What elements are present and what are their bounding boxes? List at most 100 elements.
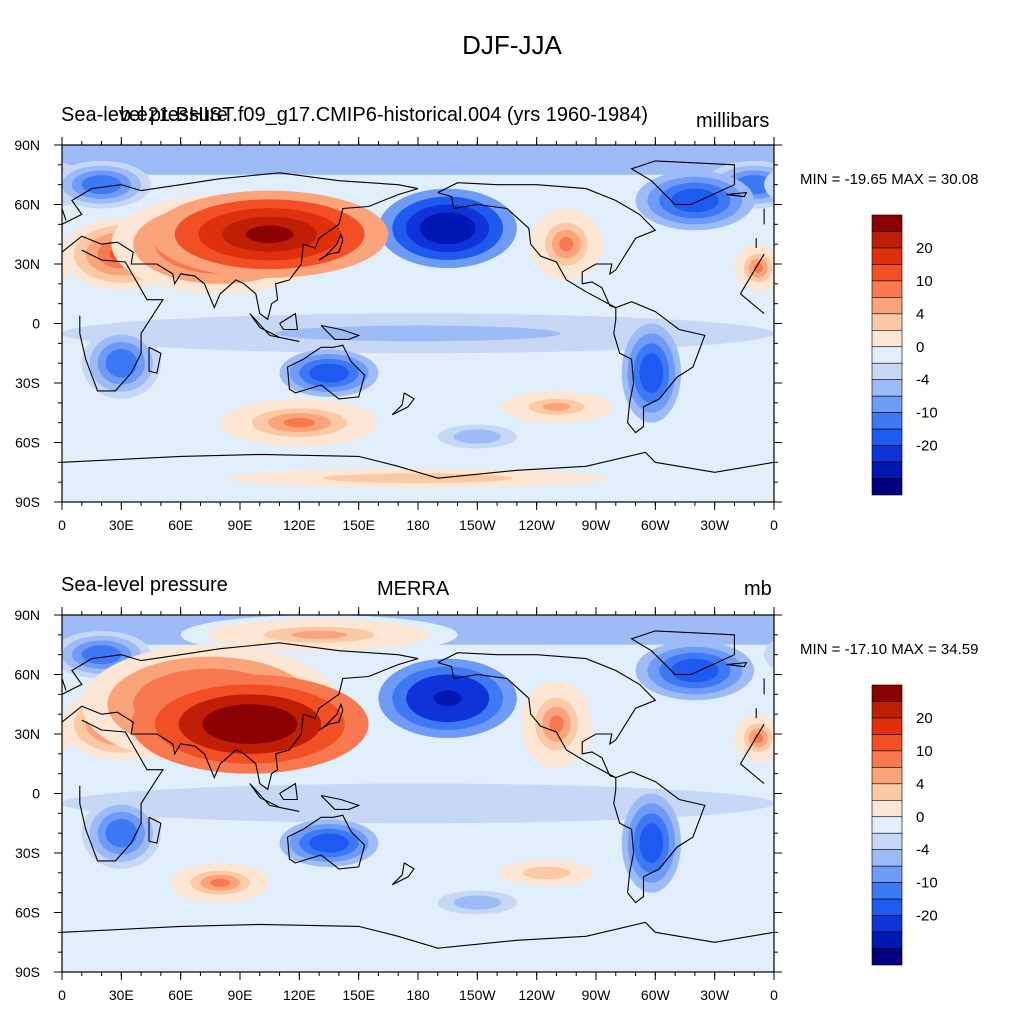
coastline bbox=[62, 921, 774, 949]
coastline bbox=[279, 312, 299, 331]
contour-region bbox=[319, 368, 339, 378]
contour-region bbox=[113, 826, 130, 841]
x-tick-label: 30W bbox=[700, 987, 730, 1003]
coastline bbox=[437, 182, 657, 309]
pressure-field bbox=[62, 615, 800, 923]
colorbar-swatch bbox=[871, 948, 903, 966]
contour-region bbox=[645, 833, 658, 853]
contour-region bbox=[645, 363, 658, 383]
x-tick-label: 90W bbox=[582, 517, 612, 533]
colorbar-swatch bbox=[871, 767, 903, 785]
x-tick-label: 150W bbox=[459, 517, 496, 533]
coastline bbox=[318, 702, 344, 731]
colorbar: 20 10 4 0 -4 -10 -20 bbox=[871, 684, 938, 966]
colorbar-label: -4 bbox=[916, 842, 929, 859]
coastline bbox=[391, 862, 415, 886]
colorbar-swatch bbox=[871, 280, 903, 298]
contour-region bbox=[753, 263, 763, 273]
x-tick-label: 150W bbox=[459, 987, 496, 1003]
colorbar-swatch bbox=[871, 734, 903, 752]
colorbar-swatch bbox=[871, 816, 903, 834]
contour-region bbox=[433, 690, 462, 707]
x-tick-label: 0 bbox=[770, 987, 778, 1003]
colorbar-swatch bbox=[871, 428, 903, 446]
coastline bbox=[726, 661, 748, 668]
x-tick-label: 0 bbox=[770, 517, 778, 533]
coastline bbox=[62, 642, 419, 791]
pressure-field bbox=[32, 145, 800, 491]
y-tick-label: 0 bbox=[32, 316, 40, 332]
coastline bbox=[437, 652, 657, 779]
y-tick-label: 60N bbox=[14, 197, 40, 213]
colorbar-swatch bbox=[871, 478, 903, 496]
coastline bbox=[279, 782, 299, 801]
y-tick-label: 90S bbox=[15, 494, 40, 510]
colorbar-label: 20 bbox=[916, 240, 933, 257]
contour-region bbox=[784, 170, 800, 199]
coastline bbox=[739, 723, 765, 765]
contour-region bbox=[41, 263, 50, 273]
coastline bbox=[391, 392, 415, 416]
colorbar-swatch bbox=[871, 379, 903, 397]
x-tick-label: 120W bbox=[518, 517, 555, 533]
coastline bbox=[62, 451, 774, 479]
colorbar-swatch bbox=[871, 362, 903, 381]
colorbar-swatch bbox=[871, 264, 903, 282]
colorbar-swatch bbox=[871, 849, 903, 867]
coastline bbox=[62, 172, 419, 321]
figure-title: DJF-JJA bbox=[462, 30, 562, 60]
y-tick-label: 30S bbox=[15, 845, 40, 861]
contour-region bbox=[32, 180, 52, 190]
x-tick-label: 180 bbox=[406, 517, 430, 533]
coastline bbox=[630, 630, 735, 676]
coastline bbox=[630, 160, 735, 206]
colorbar-swatch bbox=[871, 313, 903, 331]
x-tick-label: 30E bbox=[109, 987, 134, 1003]
coastline bbox=[320, 324, 361, 340]
colorbar-swatch bbox=[871, 783, 903, 801]
colorbar-swatch bbox=[871, 231, 903, 249]
panel-right-label: mb bbox=[744, 578, 772, 600]
y-tick-label: 90S bbox=[15, 964, 40, 980]
colorbar-swatch bbox=[871, 832, 903, 851]
contour-region bbox=[764, 640, 774, 669]
coastline bbox=[613, 301, 706, 434]
colorbar-swatch bbox=[871, 329, 903, 348]
x-tick-label: 120E bbox=[283, 517, 316, 533]
x-tick-label: 120E bbox=[283, 987, 316, 1003]
x-tick-label: 150E bbox=[342, 517, 375, 533]
colorbar-swatch bbox=[871, 684, 903, 702]
y-tick-label: 0 bbox=[32, 786, 40, 802]
coastline bbox=[62, 678, 67, 691]
colorbar-swatch bbox=[871, 247, 903, 265]
colorbar-label: 0 bbox=[916, 339, 924, 356]
contour-region bbox=[744, 179, 765, 190]
coastline bbox=[148, 816, 162, 844]
panel-merra: Sea-level pressure MERRA mb MIN = -17.10… bbox=[0, 470, 1024, 1024]
contour-region bbox=[346, 329, 490, 338]
coastline bbox=[286, 344, 366, 400]
panel-left-label: Sea-level pressure bbox=[61, 104, 228, 126]
coastline bbox=[62, 208, 67, 221]
colorbar-swatch bbox=[871, 701, 903, 719]
colorbar-swatch bbox=[871, 898, 903, 916]
colorbar-swatch bbox=[871, 297, 903, 315]
x-tick-label: 60E bbox=[168, 987, 193, 1003]
colorbar-label: -20 bbox=[916, 438, 938, 455]
coastline bbox=[740, 293, 765, 315]
colorbar-label: -10 bbox=[916, 405, 938, 422]
contour-region bbox=[794, 645, 800, 664]
y-tick-label: 30S bbox=[15, 375, 40, 391]
contour-region bbox=[549, 715, 564, 733]
contour-region bbox=[559, 237, 574, 252]
contour-region bbox=[683, 194, 707, 207]
colorbar-swatch bbox=[871, 750, 903, 768]
colorbar-label: 0 bbox=[916, 809, 924, 826]
map-plot: 0 30E 60E 90E 120E 150E 180 150W 120W 90W 60W 30W 0 9… bbox=[14, 607, 800, 1003]
colorbar-label: 4 bbox=[916, 306, 924, 323]
colorbar-swatch bbox=[871, 915, 903, 933]
contour-region bbox=[370, 475, 466, 481]
min-max-readout: MIN = -19.65 MAX = 30.08 bbox=[800, 171, 979, 188]
coastline bbox=[318, 232, 344, 261]
x-tick-label: 60W bbox=[641, 987, 671, 1003]
